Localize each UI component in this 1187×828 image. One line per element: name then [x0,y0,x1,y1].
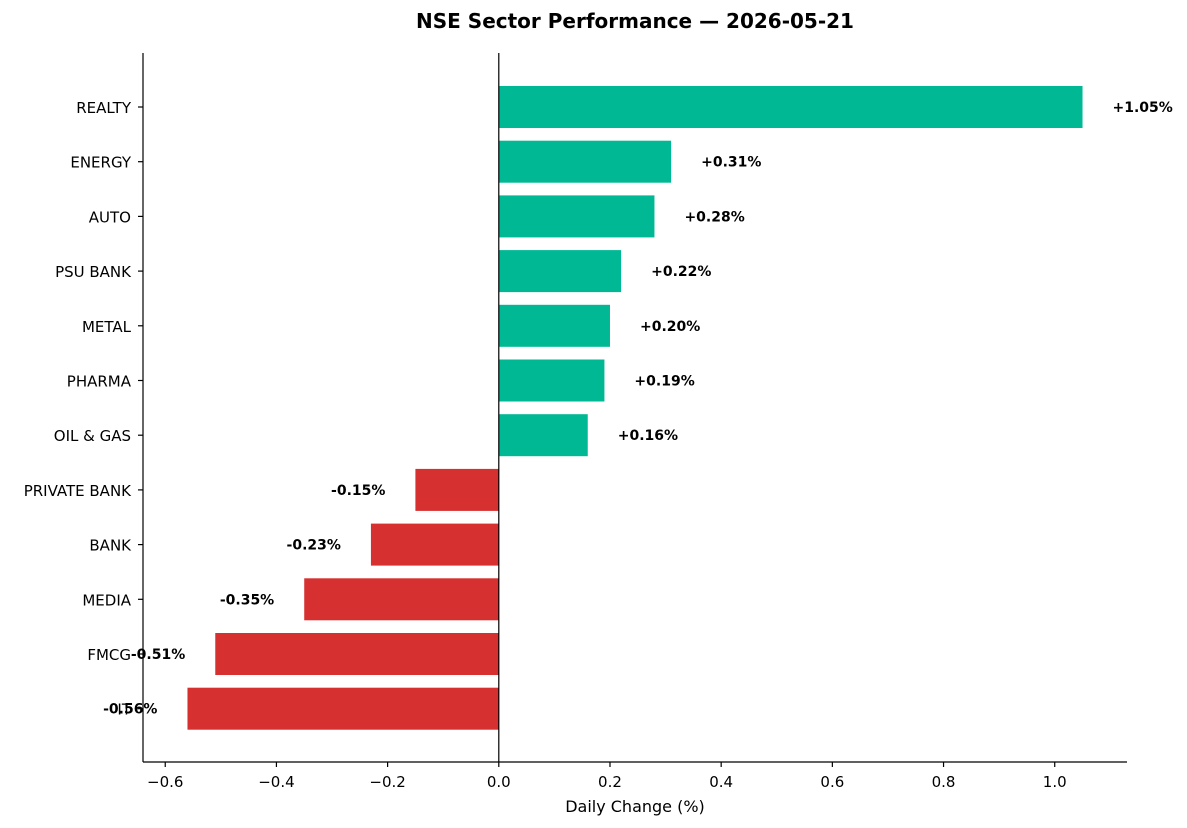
x-tick-label: 0.2 [598,773,622,791]
y-tick-label: OIL & GAS [54,427,131,445]
y-tick-label: PHARMA [67,373,132,391]
y-tick-label: FMCG [87,646,131,664]
x-tick-label: 0.4 [709,773,733,791]
bar-psu-bank [498,250,622,293]
data-label: -0.56% [103,702,157,718]
data-label: -0.23% [287,538,341,554]
bars-layer [187,86,1083,730]
y-tick-label: BANK [89,537,132,555]
data-label: +0.28% [684,209,744,225]
bar-energy [498,140,672,183]
x-tick-label: 0.0 [487,773,511,791]
chart-title: NSE Sector Performance — 2026-05-21 [416,9,854,33]
data-label: +1.05% [1113,100,1173,116]
data-label: +0.16% [618,428,678,444]
data-label: +0.19% [634,374,694,390]
x-tick-label: −0.4 [258,773,294,791]
y-tick-label: PRIVATE BANK [24,482,132,500]
x-tick-label: 0.6 [820,773,844,791]
data-label: +0.22% [651,264,711,280]
y-tick-label: METAL [82,318,132,336]
x-tick-label: −0.2 [369,773,405,791]
y-tick-label: MEDIA [82,591,131,609]
x-axis-label: Daily Change (%) [565,797,705,816]
bar-bank [370,523,499,566]
bar-auto [498,195,655,238]
x-tick-label: 0.8 [932,773,956,791]
data-label: +0.20% [640,319,700,335]
bar-realty [498,86,1083,128]
data-label: +0.31% [701,155,761,171]
y-tick-label: PSU BANK [55,263,132,281]
bar-oil-gas [498,414,588,457]
x-axis-ticks: −0.6 −0.4 −0.2 0.0 0.2 0.4 0.6 0.8 1.0 [147,762,1067,791]
y-axis-ticks: REALTY ENERGY AUTO PSU BANK METAL PHARMA OIL &… [24,99,143,719]
bar-fmcg [215,633,499,675]
x-tick-label: −0.6 [147,773,183,791]
data-labels-layer: +1.05% +0.31% +0.28% +0.22% +0.20% +0.19% +0.1… [103,100,1173,718]
x-tick-label: 1.0 [1043,773,1067,791]
y-tick-label: AUTO [89,208,131,226]
data-label: -0.51% [131,647,185,663]
bar-it [187,687,499,730]
bar-private-bank [415,468,499,511]
y-tick-label: IT [117,701,131,719]
y-tick-label: REALTY [76,99,132,117]
bar-media [304,578,499,621]
y-tick-label: ENERGY [70,154,131,172]
data-label: -0.35% [220,592,274,608]
bar-metal [498,304,610,347]
bar-pharma [498,359,605,402]
data-label: -0.15% [331,483,385,499]
